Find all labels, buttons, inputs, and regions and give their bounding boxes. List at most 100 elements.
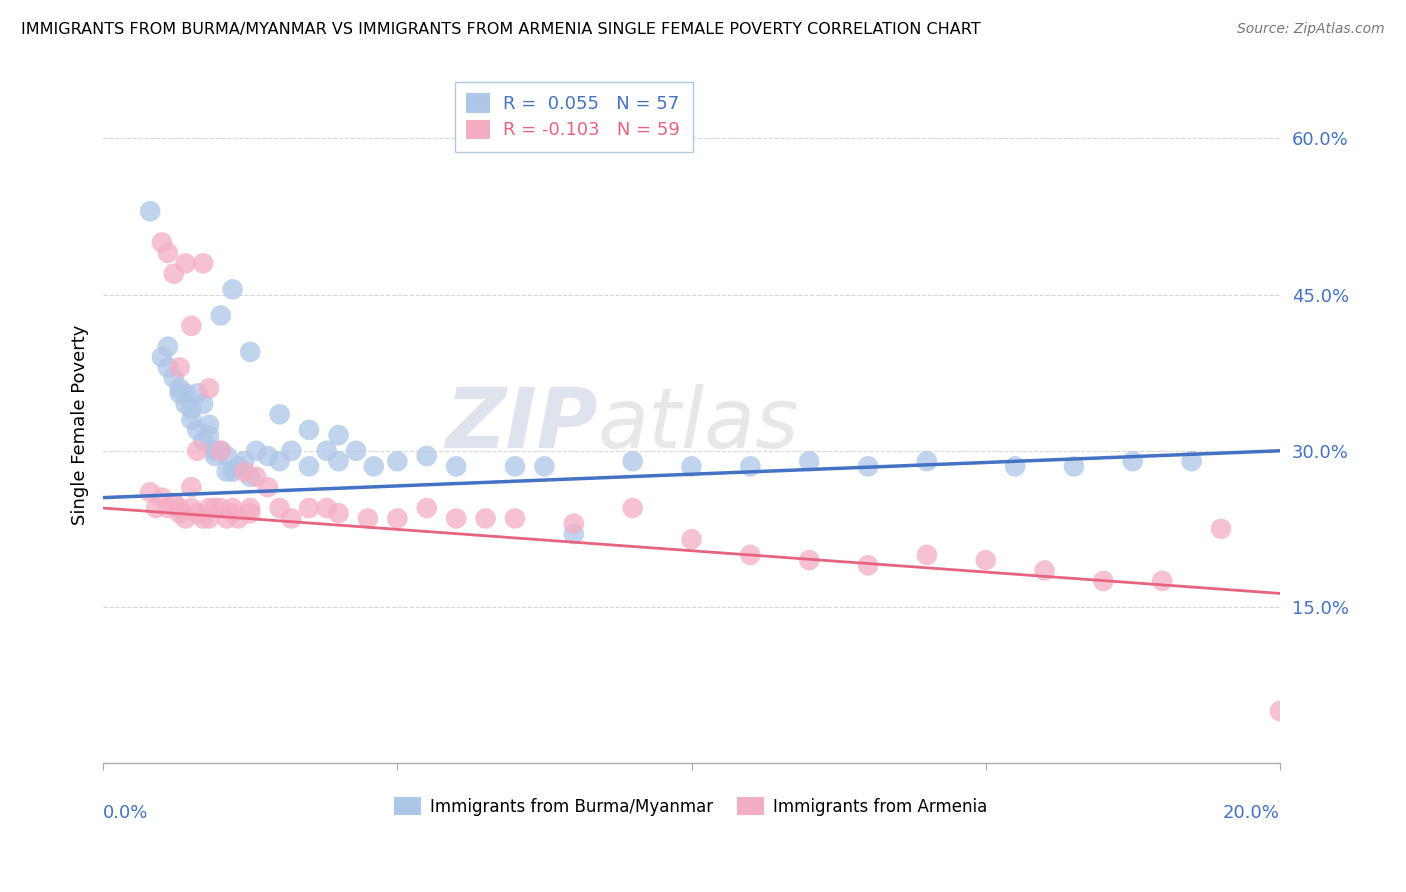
Point <box>186 386 208 401</box>
Point <box>1122 454 1144 468</box>
Point <box>233 465 256 479</box>
Point <box>245 443 267 458</box>
Point <box>169 381 191 395</box>
Point <box>621 501 644 516</box>
Point <box>357 511 380 525</box>
Point <box>233 454 256 468</box>
Point <box>269 454 291 468</box>
Text: Source: ZipAtlas.com: Source: ZipAtlas.com <box>1237 22 1385 37</box>
Point <box>1209 522 1232 536</box>
Point <box>1092 574 1115 588</box>
Point <box>150 235 173 250</box>
Point <box>503 459 526 474</box>
Point <box>186 506 208 520</box>
Point <box>315 443 337 458</box>
Text: atlas: atlas <box>598 384 799 466</box>
Point <box>174 511 197 525</box>
Point <box>150 350 173 364</box>
Point <box>221 506 243 520</box>
Point <box>180 480 202 494</box>
Point <box>191 511 214 525</box>
Point <box>209 443 232 458</box>
Point <box>221 501 243 516</box>
Point <box>180 501 202 516</box>
Point <box>163 496 186 510</box>
Point <box>198 501 221 516</box>
Point <box>215 465 238 479</box>
Point <box>681 533 703 547</box>
Point <box>740 548 762 562</box>
Point <box>799 553 821 567</box>
Point <box>186 423 208 437</box>
Point <box>139 485 162 500</box>
Point <box>562 516 585 531</box>
Point <box>163 371 186 385</box>
Point <box>328 428 350 442</box>
Point <box>180 412 202 426</box>
Point <box>156 246 179 260</box>
Point <box>974 553 997 567</box>
Point <box>474 511 496 525</box>
Point <box>215 449 238 463</box>
Point <box>298 423 321 437</box>
Point <box>239 506 262 520</box>
Point <box>1152 574 1174 588</box>
Point <box>280 443 302 458</box>
Point <box>228 459 250 474</box>
Point <box>204 443 226 458</box>
Point <box>169 360 191 375</box>
Point <box>191 397 214 411</box>
Point <box>344 443 367 458</box>
Point <box>215 511 238 525</box>
Point <box>533 459 555 474</box>
Point <box>209 443 232 458</box>
Point <box>204 449 226 463</box>
Point <box>198 417 221 432</box>
Point <box>1063 459 1085 474</box>
Point <box>328 454 350 468</box>
Point <box>915 454 938 468</box>
Point <box>280 511 302 525</box>
Point <box>139 204 162 219</box>
Point <box>1181 454 1204 468</box>
Point <box>363 459 385 474</box>
Point <box>1004 459 1026 474</box>
Point <box>269 501 291 516</box>
Point <box>298 501 321 516</box>
Point <box>156 360 179 375</box>
Point <box>257 480 280 494</box>
Point <box>198 381 221 395</box>
Point <box>221 465 243 479</box>
Point <box>387 511 409 525</box>
Text: 20.0%: 20.0% <box>1223 804 1279 822</box>
Point <box>198 428 221 442</box>
Point <box>269 407 291 421</box>
Point <box>856 459 879 474</box>
Point <box>387 454 409 468</box>
Point <box>163 267 186 281</box>
Point <box>174 256 197 270</box>
Point <box>328 506 350 520</box>
Point <box>1033 564 1056 578</box>
Point <box>209 309 232 323</box>
Point <box>239 501 262 516</box>
Text: ZIP: ZIP <box>444 384 598 466</box>
Point <box>180 318 202 333</box>
Point <box>444 459 467 474</box>
Point <box>169 386 191 401</box>
Text: 0.0%: 0.0% <box>103 804 149 822</box>
Point <box>169 506 191 520</box>
Point <box>245 470 267 484</box>
Point <box>186 443 208 458</box>
Point <box>198 511 221 525</box>
Point <box>562 527 585 541</box>
Point <box>298 459 321 474</box>
Point <box>315 501 337 516</box>
Point <box>228 511 250 525</box>
Point <box>174 397 197 411</box>
Point <box>169 501 191 516</box>
Point <box>681 459 703 474</box>
Point <box>856 558 879 573</box>
Point <box>180 402 202 417</box>
Point <box>621 454 644 468</box>
